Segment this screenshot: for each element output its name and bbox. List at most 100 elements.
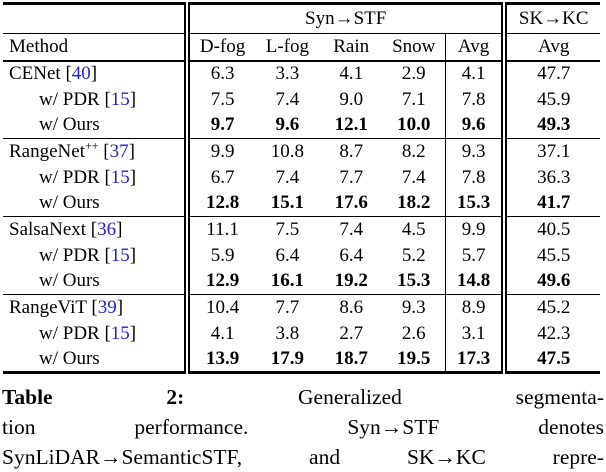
table-body: CENet [40] 6.3 3.3 4.1 2.9 4.1 47.7 w/ PDR [15]…: [3, 60, 600, 373]
value-cell: 45.9: [537, 88, 571, 110]
caption-word: denotes: [538, 415, 604, 439]
value-cell: 16.1: [270, 270, 305, 292]
value-cell: 8.9: [444, 294, 508, 321]
method-name: CENet: [9, 63, 61, 84]
method-name: w/ Ours: [39, 114, 100, 136]
sk-avg-column-header: Avg: [538, 35, 570, 57]
value-cell: 9.6: [275, 114, 300, 136]
value-cell: 4.1: [444, 60, 508, 87]
caption-word: SynLiDAR→SemanticSTF,: [2, 445, 243, 469]
value-cell: 9.9: [210, 140, 235, 162]
method-name: w/ PDR: [39, 244, 100, 266]
table-row: w/ Ours 12.8 15.1 17.6 18.2 15.3 41.7: [3, 190, 600, 217]
citation-link[interactable]: 15: [110, 88, 130, 110]
caption-word: segmenta-: [515, 385, 604, 409]
table-row: w/ PDR [15] 6.7 7.4 7.7 7.4 7.8 36.3: [3, 164, 600, 191]
caption-line: Table 2: Generalized segmenta-: [2, 382, 604, 412]
method-name: w/ Ours: [39, 192, 100, 214]
value-cell: 9.9: [444, 216, 508, 243]
value-cell: 45.5: [537, 244, 571, 266]
empty-header-cell: [3, 3, 190, 34]
caption-word: SK→KC: [406, 445, 486, 469]
caption-word: tion: [2, 415, 36, 439]
value-cell: 7.5: [275, 218, 300, 240]
method-name: RangeViT: [9, 296, 87, 318]
value-cell: 42.3: [537, 322, 571, 344]
value-cell: 10.4: [205, 296, 240, 318]
sk-kc-span-header: SK→KC: [518, 8, 589, 29]
method-cell: w/ Ours: [3, 190, 190, 217]
table-row: RangeViT [39] 10.4 7.7 8.6 9.3 8.9 45.2: [3, 294, 600, 321]
value-cell: 5.2: [401, 244, 426, 266]
value-cell: 5.7: [444, 242, 508, 269]
value-cell: 7.4: [401, 166, 426, 188]
method-name: SalsaNext: [9, 218, 87, 240]
value-cell: 2.9: [401, 63, 426, 84]
value-cell: 41.7: [537, 192, 571, 214]
citation-link[interactable]: 39: [97, 296, 117, 318]
table-caption: Table 2: Generalized segmenta- tion perf…: [0, 382, 606, 472]
citation-link[interactable]: 37: [109, 140, 129, 162]
method-cell: w/ PDR [15]: [3, 86, 190, 113]
value-cell: 49.6: [537, 270, 571, 292]
value-cell: 19.2: [334, 270, 368, 292]
method-name: w/ Ours: [39, 270, 100, 292]
value-cell: 49.3: [537, 114, 571, 136]
citation-link[interactable]: 15: [110, 244, 130, 266]
value-cell: 5.9: [210, 244, 235, 266]
value-cell: 6.3: [210, 63, 235, 84]
citation-link[interactable]: 36: [97, 218, 117, 240]
value-cell: 7.1: [401, 88, 426, 110]
value-cell: 3.1: [444, 320, 508, 347]
value-cell: 19.5: [397, 347, 431, 369]
method-cell: SalsaNext [36]: [3, 216, 190, 243]
value-cell: 45.2: [537, 296, 571, 318]
value-cell: 4.1: [210, 322, 235, 344]
citation-link[interactable]: 15: [110, 322, 130, 344]
caption-word: repre-: [552, 445, 604, 469]
method-name: w/ PDR: [39, 88, 100, 110]
value-cell: 7.4: [275, 166, 300, 188]
value-cell: 6.4: [339, 244, 364, 266]
value-cell: 40.5: [537, 218, 571, 240]
method-superscript: ++: [84, 138, 99, 153]
method-cell: w/ Ours: [3, 268, 190, 295]
value-cell: 7.7: [275, 296, 300, 318]
caption-label: Table: [2, 385, 53, 409]
value-cell: 10.8: [270, 140, 305, 162]
caption-word: Generalized: [298, 385, 402, 409]
syn-avg-column-header: Avg: [444, 33, 508, 61]
value-cell: 14.8: [444, 268, 508, 295]
value-cell: 10.0: [397, 114, 431, 136]
citation-link[interactable]: 40: [71, 63, 91, 84]
value-cell: 36.3: [537, 166, 571, 188]
value-cell: 18.2: [397, 192, 431, 214]
table-row: w/ PDR [15] 4.1 3.8 2.7 2.6 3.1 42.3: [3, 320, 600, 347]
caption-line: SynLiDAR→SemanticSTF, and SK→KC repre-: [2, 442, 604, 472]
value-cell: 7.7: [339, 166, 364, 188]
citation-link[interactable]: 15: [110, 166, 130, 188]
value-cell: 13.9: [205, 347, 240, 369]
method-cell: w/ PDR [15]: [3, 242, 190, 269]
value-cell: 15.3: [444, 190, 508, 217]
method-name: w/ PDR: [39, 166, 100, 188]
value-cell: 7.5: [210, 88, 235, 110]
method-cell: w/ Ours: [3, 112, 190, 139]
caption-number: 2:: [166, 385, 185, 409]
value-cell: 7.8: [444, 164, 508, 191]
caption-word: performance.: [134, 415, 249, 439]
value-cell: 12.9: [205, 270, 240, 292]
snow-column-header: Snow: [392, 35, 436, 57]
value-cell: 11.1: [206, 218, 239, 240]
value-cell: 7.4: [275, 88, 300, 110]
lfog-column-header: L-fog: [265, 35, 310, 57]
value-cell: 15.3: [397, 270, 431, 292]
method-cell: RangeViT [39]: [3, 294, 190, 321]
table-row: CENet [40] 6.3 3.3 4.1 2.9 4.1 47.7: [3, 60, 600, 87]
value-cell: 3.8: [275, 322, 300, 344]
value-cell: 17.6: [334, 192, 368, 214]
table-row: RangeNet++ [37] 9.9 10.8 8.7 8.2 9.3 37.1: [3, 138, 600, 165]
value-cell: 7.8: [444, 86, 508, 113]
value-cell: 4.5: [401, 218, 426, 240]
value-cell: 9.0: [339, 88, 364, 110]
